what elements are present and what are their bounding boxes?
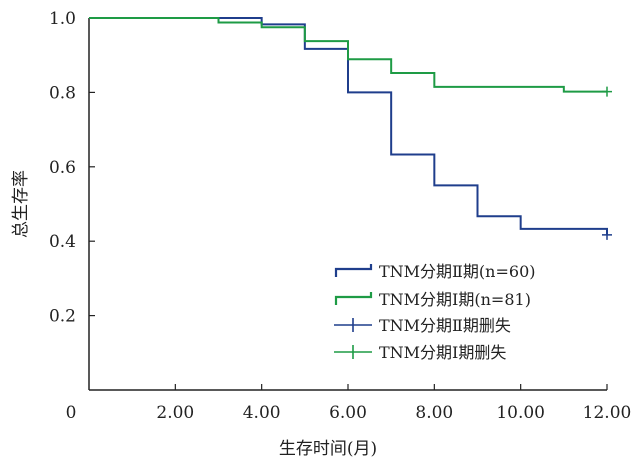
survival-curve-1 [89, 17, 607, 93]
legend-swatch-step [334, 292, 373, 305]
legend-label: TNM分期Ⅱ期(n=60) [379, 262, 536, 281]
censor-mark [602, 229, 612, 240]
y-axis-ticks: 0.2 0.4 0.6 0.8 1.0 [49, 9, 95, 327]
legend-swatch-censor [334, 318, 372, 332]
legend-label: TNM分期Ⅱ期删失 [379, 316, 511, 335]
legend-label: TNM分期Ⅰ期删失 [379, 343, 506, 362]
y-tick-label: 0.6 [49, 158, 76, 178]
y-tick-label: 0.8 [49, 83, 76, 103]
x-tick-label: 4.00 [243, 403, 281, 423]
x-tick-label: 10.00 [496, 403, 545, 423]
y-tick-label: 1.0 [49, 9, 76, 29]
y-tick-label: 0.4 [49, 232, 76, 252]
x-axis-title: 生存时间(月) [279, 439, 377, 459]
x-axis-ticks: 0 2.00 4.00 6.00 8.00 10.00 12.00 [66, 384, 632, 423]
x-tick-label: 12.00 [583, 403, 632, 423]
x-tick-label: 6.00 [329, 403, 367, 423]
survival-curve-0 [89, 17, 608, 235]
x-tick-label: 0 [66, 403, 77, 423]
y-axis-title: 总生存率 [11, 170, 31, 238]
censor-mark [602, 86, 612, 97]
series-layer [89, 17, 612, 240]
legend-swatch-censor [334, 345, 372, 359]
legend-label: TNM分期Ⅰ期(n=81) [379, 290, 531, 309]
x-tick-label: 8.00 [415, 403, 453, 423]
legend: TNM分期Ⅱ期(n=60) TNM分期Ⅰ期(n=81) TNM分期Ⅱ期删失 TNM分期… [334, 262, 536, 362]
x-tick-label: 2.00 [156, 403, 194, 423]
legend-swatch-step [334, 264, 373, 277]
y-tick-label: 0.2 [49, 307, 76, 327]
